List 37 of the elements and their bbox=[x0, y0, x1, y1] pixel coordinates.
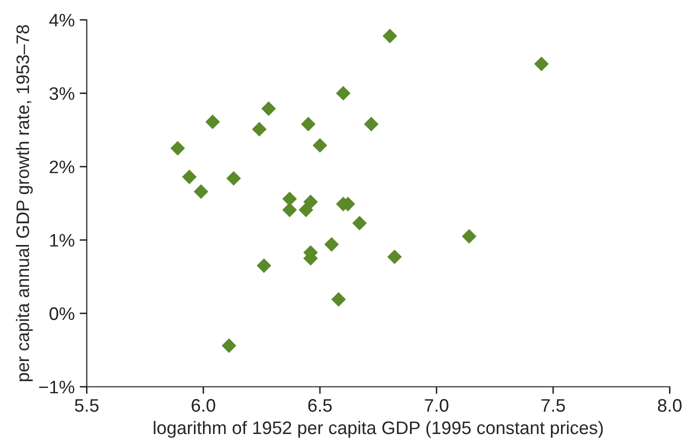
y-tick-label: −1% bbox=[39, 380, 74, 394]
point bbox=[261, 101, 276, 116]
point bbox=[182, 170, 197, 184]
point bbox=[364, 116, 379, 132]
point bbox=[331, 292, 346, 307]
point bbox=[462, 229, 476, 244]
x-tick-label: 7.5 bbox=[541, 399, 565, 412]
point bbox=[226, 171, 241, 186]
point bbox=[312, 138, 328, 153]
x-tick-label: 8.0 bbox=[658, 399, 682, 412]
point bbox=[300, 116, 316, 132]
y-tick-label: 2% bbox=[50, 160, 74, 174]
point bbox=[282, 202, 297, 218]
point bbox=[534, 56, 549, 72]
point bbox=[282, 192, 297, 206]
point bbox=[256, 258, 272, 273]
y-tick-label: 1% bbox=[50, 234, 74, 247]
point bbox=[170, 141, 185, 156]
x-tick-label: 7.0 bbox=[424, 399, 448, 412]
x-tick-label: 5.5 bbox=[74, 399, 99, 412]
y-axis-title: per capita annual GDP growth rate, 1953–78 bbox=[16, 25, 33, 382]
point bbox=[324, 237, 339, 252]
point bbox=[252, 122, 267, 136]
x-tick-label: 6.0 bbox=[192, 399, 216, 412]
point bbox=[336, 86, 351, 101]
point bbox=[303, 194, 318, 210]
point bbox=[382, 28, 398, 44]
x-axis-title: logarithm of 1952 per capita GDP (1995 constant prices) bbox=[154, 420, 603, 438]
point bbox=[205, 114, 220, 130]
y-tick-label: 4% bbox=[49, 14, 74, 27]
point bbox=[387, 250, 402, 264]
y-tick-label: 3% bbox=[50, 87, 74, 100]
point bbox=[222, 338, 236, 353]
x-tick-label: 6.5 bbox=[308, 399, 332, 412]
y-tick-label: 0% bbox=[50, 307, 74, 320]
point bbox=[352, 216, 367, 230]
point bbox=[194, 184, 208, 199]
